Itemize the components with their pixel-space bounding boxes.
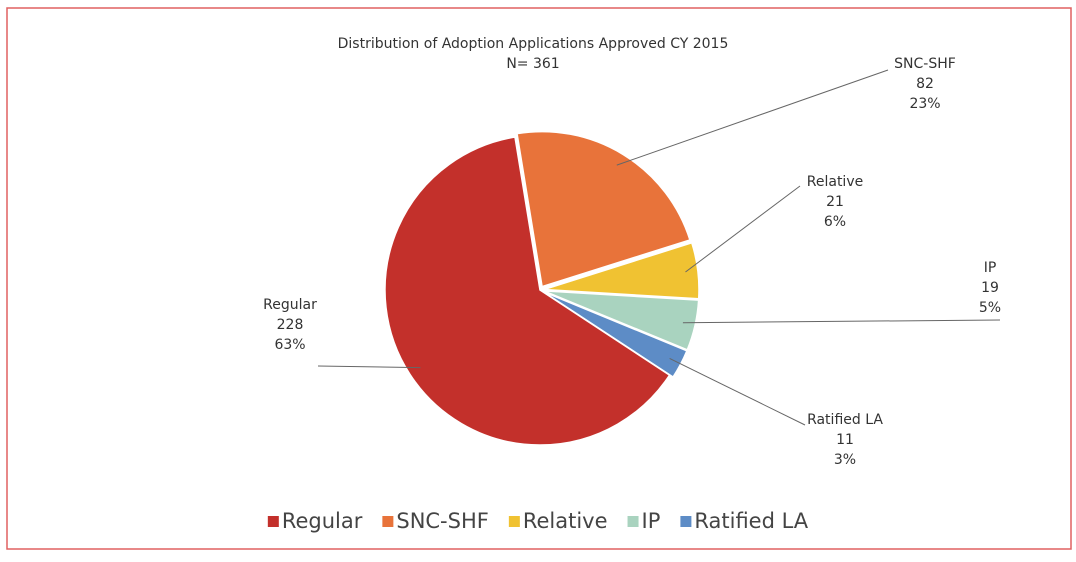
- data-label-name: Relative: [807, 174, 863, 190]
- leader-line: [682, 319, 1001, 324]
- leader-line: [669, 358, 806, 426]
- legend-swatch: [627, 516, 639, 527]
- data-labels: SNC-SHF 82 23% Relative 21 6% IP 19 5% Ratified L…: [263, 56, 1001, 468]
- pie-slice: [516, 130, 691, 288]
- data-label-value: 11: [836, 432, 854, 448]
- legend-swatch: [680, 516, 692, 527]
- chart-subtitle: N= 361: [506, 56, 559, 72]
- chart-title: Distribution of Adoption Applications Ap…: [338, 36, 729, 52]
- chart-frame: [6, 7, 1072, 550]
- pie-slice: [384, 136, 671, 446]
- legend: Regular SNC-SHF Relative IP Ratified LA: [267, 509, 809, 533]
- legend-label: Ratified LA: [694, 509, 808, 533]
- data-label-percent: 5%: [979, 300, 1001, 316]
- leader-line: [616, 69, 889, 166]
- legend-label: IP: [642, 509, 661, 533]
- data-label-name: Ratified LA: [807, 412, 883, 428]
- legend-label: Regular: [282, 509, 363, 533]
- pie-slice: [543, 290, 700, 351]
- leader-line: [685, 185, 801, 273]
- data-label-percent: 3%: [834, 452, 856, 468]
- data-label-name: SNC-SHF: [894, 56, 956, 72]
- data-label-value: 19: [981, 280, 999, 296]
- data-label-value: 228: [277, 317, 304, 333]
- data-label-value: 21: [826, 194, 844, 210]
- data-label-value: 82: [916, 76, 934, 92]
- data-label-percent: 63%: [274, 337, 305, 353]
- data-label-name: Regular: [263, 297, 317, 313]
- legend-swatch: [267, 516, 279, 527]
- legend-swatch: [382, 516, 394, 527]
- legend-swatch: [508, 516, 520, 527]
- data-label-percent: 23%: [909, 96, 940, 112]
- pie: [384, 130, 700, 446]
- legend-label: SNC-SHF: [396, 509, 488, 533]
- leader-line: [317, 365, 421, 369]
- data-label-percent: 6%: [824, 214, 846, 230]
- legend-label: Relative: [523, 509, 608, 533]
- data-label-name: IP: [984, 260, 997, 276]
- pie-slice: [543, 241, 700, 300]
